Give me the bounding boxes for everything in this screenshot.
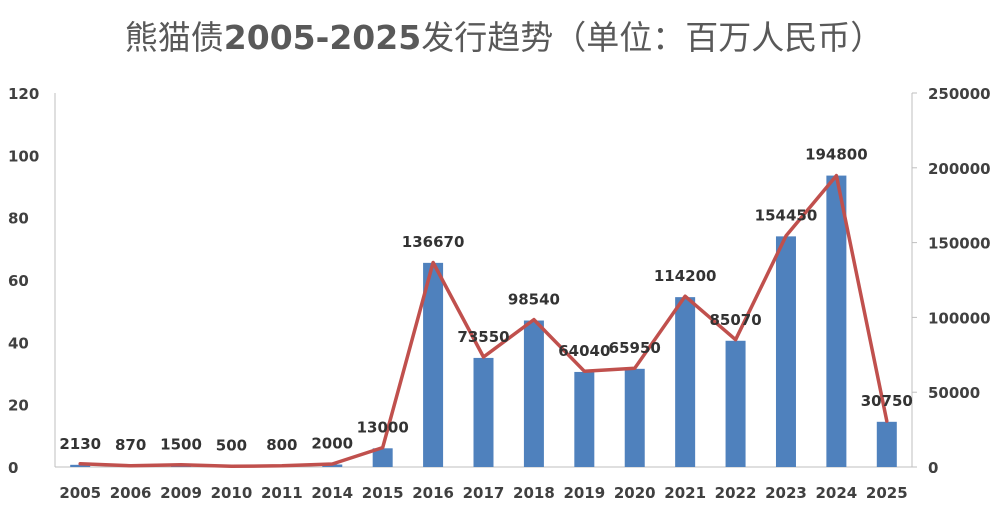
bar-2015 xyxy=(372,448,393,467)
bar-2005 xyxy=(70,464,91,467)
data-label-2021: 114200 xyxy=(654,267,717,285)
bar-2024 xyxy=(826,175,847,467)
bar-2019 xyxy=(574,371,595,467)
title-suffix: 发行趋势（单位：百万人民币） xyxy=(421,18,884,57)
data-label-2024: 194800 xyxy=(805,146,868,164)
bar-2020 xyxy=(624,368,645,467)
data-label-2016: 136670 xyxy=(402,233,465,251)
x-axis-label-2009: 2009 xyxy=(160,484,202,502)
bar-2025 xyxy=(876,421,897,467)
bar-2023 xyxy=(775,236,796,467)
data-label-2023: 154450 xyxy=(755,206,818,224)
title-prefix: 熊猫债 xyxy=(124,18,224,57)
data-label-2022: 85070 xyxy=(709,311,761,329)
left-axis-tick-label: 20 xyxy=(8,397,29,415)
left-axis-tick-label: 60 xyxy=(8,272,29,290)
data-label-2020: 65950 xyxy=(609,339,661,357)
x-axis-label-2025: 2025 xyxy=(866,484,908,502)
x-axis-label-2015: 2015 xyxy=(362,484,404,502)
bar-2021 xyxy=(675,297,696,467)
left-axis-tick-label: 40 xyxy=(8,334,29,352)
x-axis-label-2020: 2020 xyxy=(614,484,656,502)
data-label-2017: 73550 xyxy=(457,328,509,346)
chart-title: 熊猫债2005-2025发行趋势（单位：百万人民币） xyxy=(0,8,1008,68)
data-label-2009: 1500 xyxy=(160,435,202,453)
x-axis-label-2023: 2023 xyxy=(765,484,807,502)
data-label-2005: 2130 xyxy=(59,435,101,453)
data-label-2006: 870 xyxy=(115,436,146,454)
right-axis-tick-label: 250000 xyxy=(928,85,991,103)
x-axis-label-2019: 2019 xyxy=(563,484,605,502)
data-label-2011: 800 xyxy=(266,436,297,454)
x-axis-label-2018: 2018 xyxy=(513,484,555,502)
right-axis-tick-label: 200000 xyxy=(928,160,991,178)
bar-2022 xyxy=(725,340,746,467)
left-axis-tick-label: 120 xyxy=(8,85,39,103)
left-axis-tick-label: 100 xyxy=(8,147,39,165)
x-axis-label-2021: 2021 xyxy=(664,484,706,502)
issuance-line xyxy=(78,173,889,469)
data-label-2015: 13000 xyxy=(357,418,409,436)
right-axis-tick-label: 0 xyxy=(928,459,938,477)
bar-2014 xyxy=(322,464,343,467)
left-axis-tick-label: 80 xyxy=(8,210,29,228)
right-axis-tick-label: 100000 xyxy=(928,309,991,327)
x-axis-label-2016: 2016 xyxy=(412,484,454,502)
right-axis-tick-label: 50000 xyxy=(928,384,980,402)
x-axis-label-2006: 2006 xyxy=(110,484,152,502)
x-axis-label-2011: 2011 xyxy=(261,484,303,502)
title-bold-years: 2005-2025 xyxy=(223,18,422,57)
x-axis-label-2010: 2010 xyxy=(211,484,253,502)
x-axis-label-2014: 2014 xyxy=(311,484,353,502)
bar-2017 xyxy=(473,357,494,467)
bar-2016 xyxy=(423,262,444,467)
x-axis-label-2022: 2022 xyxy=(715,484,757,502)
data-label-2014: 2000 xyxy=(311,435,353,453)
right-axis-tick-label: 150000 xyxy=(928,235,991,253)
x-axis-label-2005: 2005 xyxy=(59,484,101,502)
data-label-2025: 30750 xyxy=(861,392,913,410)
data-label-2019: 64040 xyxy=(558,342,610,360)
x-axis-label-2017: 2017 xyxy=(463,484,505,502)
data-label-2010: 500 xyxy=(216,436,247,454)
bar-2018 xyxy=(523,320,544,467)
x-axis-label-2024: 2024 xyxy=(816,484,858,502)
left-axis-tick-label: 0 xyxy=(8,459,18,477)
data-label-2018: 98540 xyxy=(508,291,560,309)
